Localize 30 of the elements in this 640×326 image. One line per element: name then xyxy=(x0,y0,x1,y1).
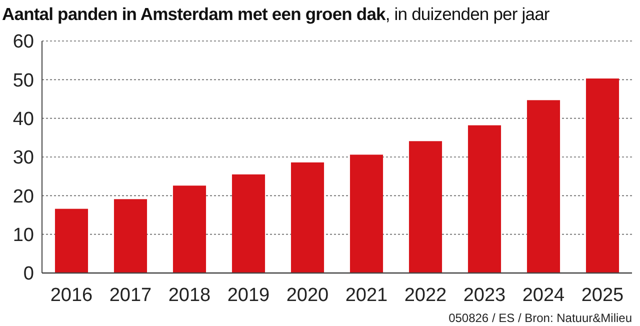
y-tick-label: 20 xyxy=(12,186,34,208)
y-tick-label: 40 xyxy=(12,108,34,130)
bar xyxy=(586,78,620,273)
y-tick-label: 10 xyxy=(12,224,34,246)
x-tick-label: 2021 xyxy=(345,285,388,306)
bar xyxy=(114,199,148,273)
x-tick-label: 2024 xyxy=(522,285,566,306)
chart-title: Aantal panden in Amsterdam met een groen dak xyxy=(2,4,386,24)
x-tick-label: 2019 xyxy=(227,285,270,306)
bar xyxy=(350,154,384,273)
bar xyxy=(290,162,324,273)
bar xyxy=(54,208,88,273)
x-tick-label: 2022 xyxy=(404,285,447,306)
text: 050826 / ES / Bron: Natuur&Milieu xyxy=(448,311,632,325)
chart-subtitle: , in duizenden per jaar xyxy=(385,4,550,24)
bar xyxy=(526,100,560,273)
bar xyxy=(232,174,266,273)
x-tick-label: 2023 xyxy=(463,285,506,306)
bar xyxy=(408,141,442,273)
bar xyxy=(468,125,502,273)
x-tick-label: 2018 xyxy=(168,285,211,306)
x-tick-label: 2020 xyxy=(286,285,329,306)
x-tick-label: 2016 xyxy=(50,285,93,306)
bar xyxy=(172,186,206,273)
y-tick-label: 50 xyxy=(12,70,34,92)
y-tick-label: 60 xyxy=(12,32,34,53)
x-tick-label: 2017 xyxy=(109,285,152,306)
x-tick-label: 2025 xyxy=(581,285,624,306)
y-tick-label: 0 xyxy=(23,264,34,285)
y-tick-label: 30 xyxy=(12,148,34,169)
